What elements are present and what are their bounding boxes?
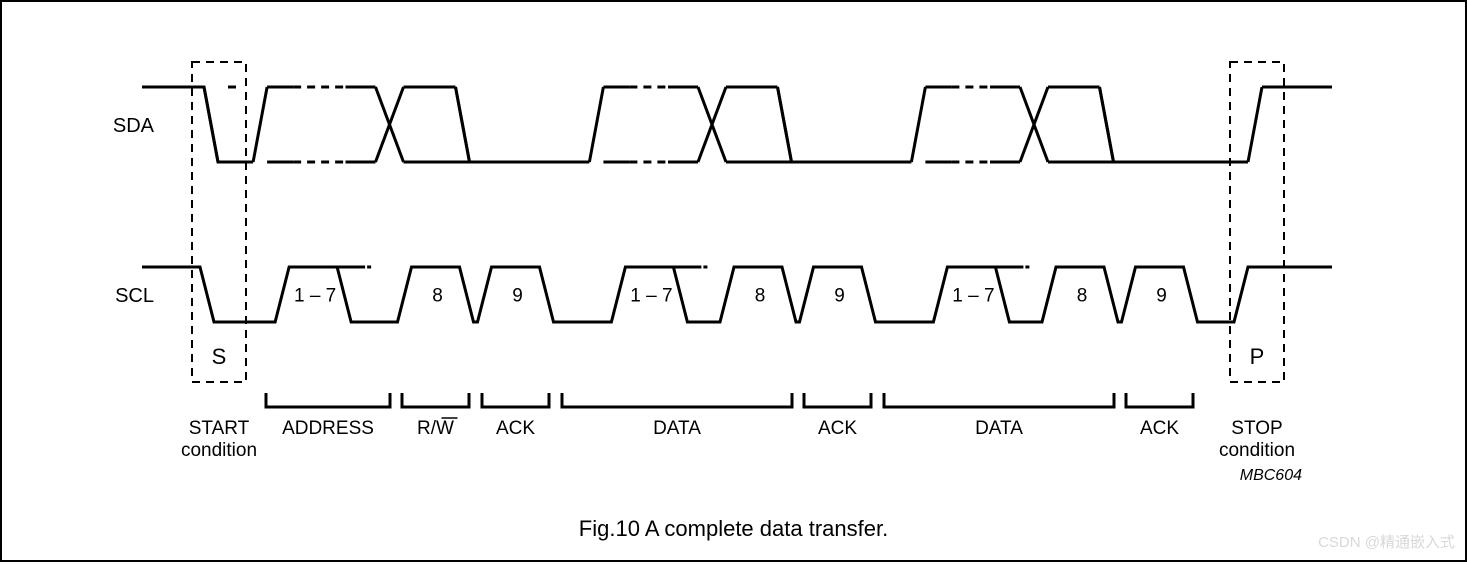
sda-label: SDA [113,115,155,137]
bracket-label: DATA [653,418,701,439]
watermark-text: CSDN @精通嵌入式 [1318,531,1455,552]
svg-text:P: P [1250,344,1265,369]
svg-text:8: 8 [1077,286,1088,307]
stop-label-line2: condition [1219,440,1295,461]
ref-code: MBC604 [1240,467,1302,484]
diagram-frame: 1 – 7 8 9 1 – 7 8 9 1 – 7 8 9 S P SDA SCL ADDRESS R/W A… [0,0,1467,562]
bracket-label: ACK [1140,418,1179,439]
stop-label-line1: STOP [1231,418,1282,439]
svg-text:9: 9 [834,286,845,307]
svg-text:1 – 7: 1 – 7 [630,286,672,307]
svg-text:1 – 7: 1 – 7 [952,286,994,307]
start-label-line1: START [189,418,250,439]
svg-text:9: 9 [1156,286,1167,307]
bracket-label: DATA [975,418,1023,439]
start-label-line2: condition [181,440,257,461]
bracket-label: ADDRESS [282,418,374,439]
timing-diagram-svg: 1 – 7 8 9 1 – 7 8 9 1 – 7 8 9 S P SDA SCL ADDRESS R/W A… [2,2,1467,564]
bracket-label: R/W [417,418,454,439]
svg-text:8: 8 [755,286,766,307]
svg-text:8: 8 [432,286,443,307]
bracket-label: ACK [818,418,857,439]
svg-text:S: S [212,344,227,369]
start-condition-box [192,62,246,382]
svg-text:1 – 7: 1 – 7 [294,286,336,307]
bracket-label: ACK [496,418,535,439]
figure-caption: Fig.10 A complete data transfer. [2,516,1465,542]
svg-text:9: 9 [512,286,523,307]
scl-label: SCL [115,285,154,307]
